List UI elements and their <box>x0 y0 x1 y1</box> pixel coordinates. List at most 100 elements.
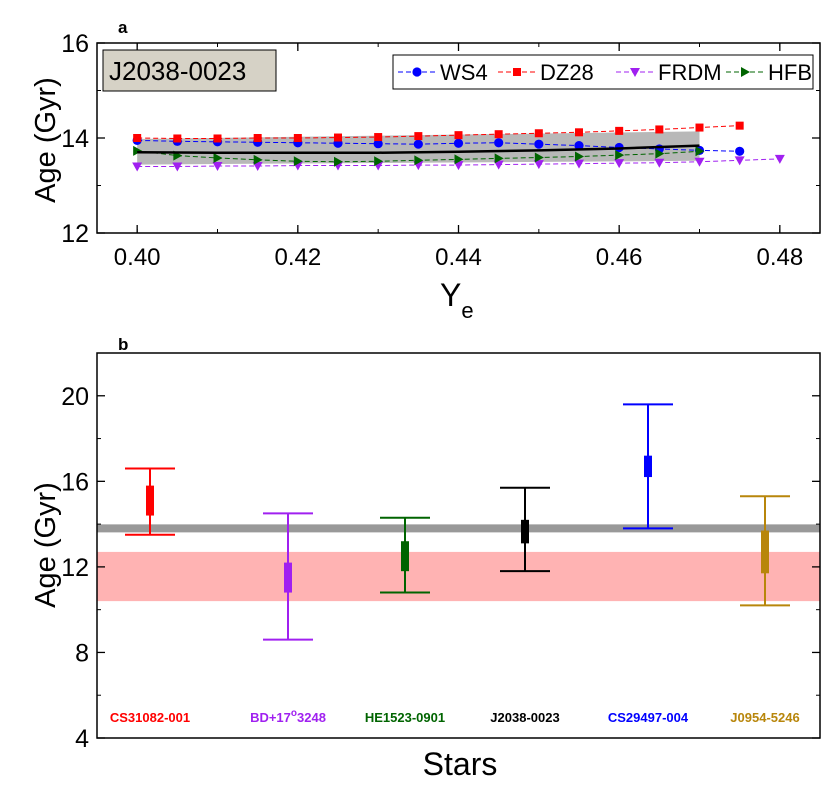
legend-ws4-marker <box>412 67 422 77</box>
series-dz28-point <box>695 123 704 132</box>
series-hfb-point <box>454 154 464 165</box>
panel-a-ylabel: Age (Gyr) <box>30 77 62 203</box>
annotation-box <box>102 49 277 92</box>
panel-b-plot-area <box>97 403 820 641</box>
star-label: J0954-5246 <box>730 710 799 725</box>
series-frdm-point <box>132 162 143 172</box>
series-hfb-point <box>575 151 584 162</box>
series-frdm-point <box>654 158 665 168</box>
age-range-band <box>97 551 820 602</box>
panel-b-ticks: 4 8 12 16 20 <box>61 352 820 753</box>
series-hfb-point <box>534 152 544 163</box>
series-frdm-point <box>252 162 263 172</box>
y-tick-label: 8 <box>75 639 89 667</box>
xlabel-main: Y <box>440 277 461 313</box>
star-label: BD+17o3248 <box>250 708 326 725</box>
series-hfb-point <box>334 156 343 167</box>
series-hfb-point <box>133 145 143 156</box>
panel-b-label: b <box>118 335 128 354</box>
series-dz28-point <box>253 134 262 142</box>
series-hfb-point <box>655 148 665 159</box>
y-tick-label: 12 <box>61 554 89 582</box>
legend-frdm-marker <box>630 68 640 77</box>
legend-hfb-label: HFB <box>768 60 812 85</box>
series-hfb-point <box>494 153 504 164</box>
legend-ws4-label: WS4 <box>440 60 488 85</box>
series-dz28-point <box>334 133 342 142</box>
age-estimate-box <box>644 455 652 478</box>
series-ws4-point <box>373 139 383 149</box>
series-hfb-point <box>253 154 263 165</box>
panel-b-xlabel: Stars <box>423 746 498 782</box>
series-hfb-point <box>414 155 424 166</box>
annotation-text: J2038-0023 <box>109 56 246 86</box>
star-label: J2038-0023 <box>490 710 559 725</box>
x-tick-label: 0.44 <box>435 244 482 271</box>
y-tick-label: 16 <box>61 30 89 58</box>
series-hfb-point <box>695 146 705 157</box>
series-dz28-point <box>414 132 423 141</box>
panel-a-box-annotation: J2038-0023 <box>102 49 277 92</box>
series-dz28-line <box>137 125 740 139</box>
series-ws4-point <box>534 139 544 149</box>
x-tick-label: 0.48 <box>756 244 803 271</box>
series-frdm-point <box>774 154 785 164</box>
age-estimate-box <box>521 519 529 544</box>
star-label: CS29497-004 <box>608 710 689 725</box>
mean-age-line <box>137 144 700 154</box>
age-estimate-box <box>146 485 154 516</box>
age-estimate-box <box>401 541 409 572</box>
series-dz28-point <box>454 131 463 140</box>
series-ws4-line <box>137 139 740 152</box>
legend-frdm-label: FRDM <box>658 60 722 85</box>
series-dz28-point <box>494 130 503 139</box>
x-tick-label: 0.40 <box>114 244 161 271</box>
panel-a-legend: WS4 DZ28 FRDM HFB <box>392 54 814 90</box>
series-dz28-point <box>133 134 142 142</box>
series-frdm-point <box>172 162 183 172</box>
series-frdm-point <box>574 159 584 169</box>
series-hfb-point <box>615 150 625 161</box>
age-estimate-box <box>284 562 292 593</box>
series-dz28-point <box>173 134 182 143</box>
series-frdm-point <box>212 162 223 172</box>
series-dz28-point <box>655 125 664 134</box>
series-ws4-point <box>574 141 584 151</box>
star-label: CS31082-001 <box>110 710 190 725</box>
y-tick-label: 4 <box>75 725 89 753</box>
y-tick-label: 16 <box>61 468 89 496</box>
panel-a-xlabel: Ye <box>440 277 474 323</box>
panel-b: b 4 8 12 16 20 CS31082-001 BD+17o3248 HE1523-0… <box>30 335 821 782</box>
panel-b-star-labels: CS31082-001 BD+17o3248 HE1523-0901 J2038-00… <box>110 708 800 725</box>
panel-a-ticks: 0.40 0.42 0.44 0.46 0.48 12 14 16 <box>61 30 820 271</box>
series-ws4-point <box>453 138 464 148</box>
series-frdm-point <box>614 159 625 169</box>
series-ws4-point <box>494 138 504 148</box>
series-hfb-point <box>374 156 384 167</box>
panel-b-ylabel: Age (Gyr) <box>30 482 62 608</box>
panel-a-label: a <box>118 18 128 37</box>
series-hfb-point <box>293 156 303 167</box>
panel-a-plot-area <box>132 121 785 172</box>
series-dz28-point <box>735 121 744 130</box>
series-frdm-point <box>493 160 504 170</box>
x-tick-label: 0.46 <box>596 244 643 271</box>
y-tick-label: 14 <box>61 125 89 153</box>
series-dz28-point <box>213 134 222 143</box>
series-frdm-point <box>533 160 544 170</box>
series-hfb-point <box>213 152 223 163</box>
legend-dz28-marker <box>513 68 521 76</box>
series-frdm-point <box>734 156 745 166</box>
series-ws4-point <box>413 139 423 149</box>
legend-dz28-label: DZ28 <box>540 60 594 85</box>
series-dz28-point <box>615 126 624 135</box>
xlabel-subscript: e <box>461 298 473 323</box>
series-dz28-point <box>575 128 583 137</box>
y-tick-label: 12 <box>61 220 89 248</box>
panel-b-frame <box>96 352 821 739</box>
series-ws4-point <box>735 146 745 156</box>
series-dz28-point <box>293 134 302 142</box>
series-dz28-point <box>534 129 543 138</box>
